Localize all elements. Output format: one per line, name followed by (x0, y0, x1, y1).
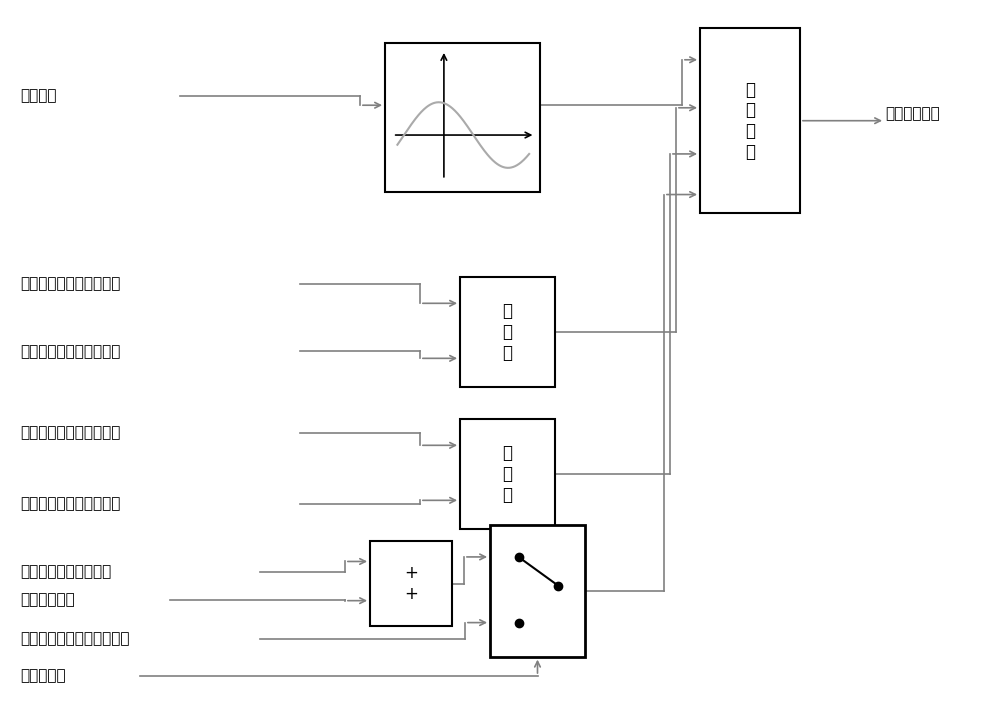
Bar (460, 277, 555, 387)
Text: 空调部件需求的最低转速: 空调部件需求的最低转速 (20, 425, 120, 441)
Bar (490, 525, 585, 657)
Text: 低怠速调整值: 低怠速调整值 (20, 592, 75, 608)
Text: 暖机工况低怠速设定点: 暖机工况低怠速设定点 (20, 564, 111, 579)
Text: 取
最
大
值: 取 最 大 值 (745, 80, 755, 161)
Bar (700, 28, 800, 213)
Text: 油门部件需求的最低转速: 油门部件需求的最低转速 (20, 344, 120, 359)
Text: 低怠速设定点: 低怠速设定点 (885, 106, 940, 121)
Text: 电池电压需求的最低转速: 电池电压需求的最低转速 (20, 276, 120, 292)
Text: 当前档位需求的最低转速: 当前档位需求的最低转速 (20, 496, 120, 512)
Bar (460, 419, 555, 529)
Text: 多端开关值: 多端开关值 (20, 668, 66, 684)
Bar (385, 43, 540, 192)
Text: +
+: + + (404, 564, 418, 603)
Bar (370, 541, 452, 626)
Text: 多端开关对应的怠速设定值: 多端开关对应的怠速设定值 (20, 631, 130, 647)
Text: 冷却水温: 冷却水温 (20, 88, 56, 104)
Text: 取
大
值: 取 大 值 (503, 444, 512, 503)
Text: 取
大
值: 取 大 值 (503, 302, 512, 361)
